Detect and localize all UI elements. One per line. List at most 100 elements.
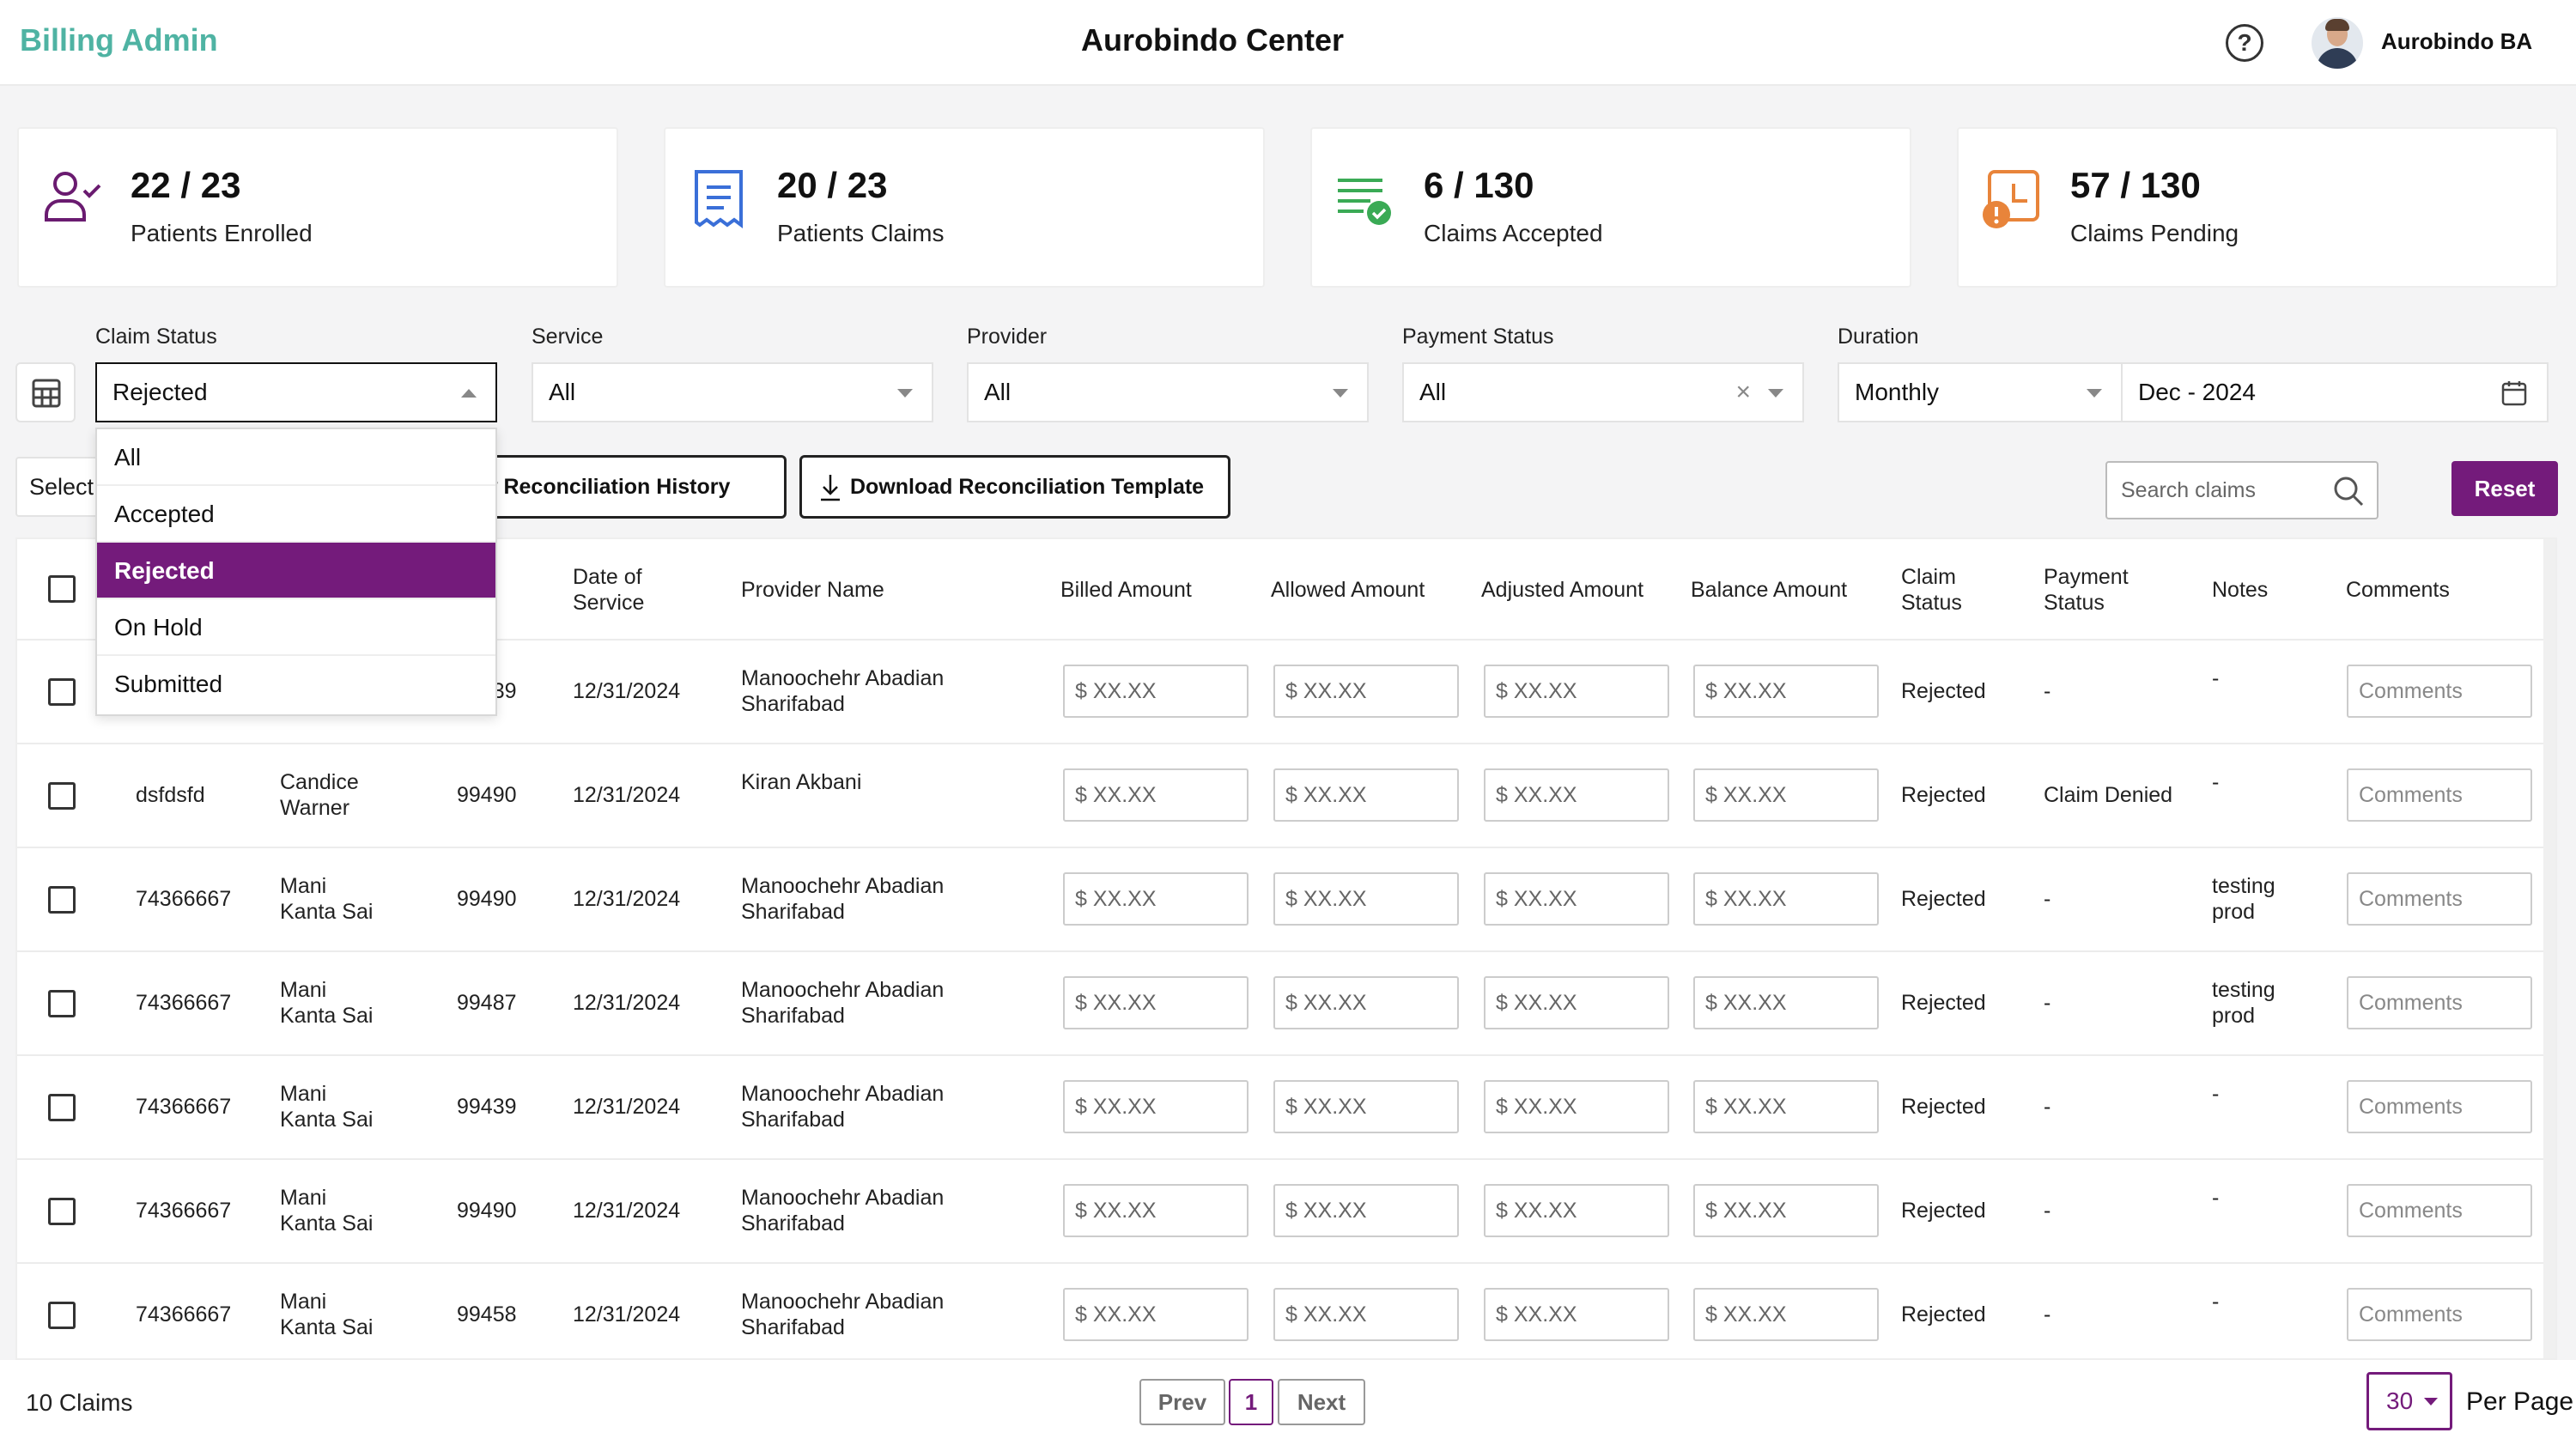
provider-select[interactable]: All (967, 362, 1369, 422)
billed-amount-input[interactable]: $ XX.XX (1063, 665, 1249, 718)
card-label: Patients Claims (777, 220, 945, 246)
cell-notes: testing prod (2212, 874, 2275, 924)
option-on-hold[interactable]: On Hold (97, 599, 495, 656)
comments-input[interactable]: Comments (2347, 1184, 2532, 1237)
billed-amount-input[interactable]: $ XX.XX (1063, 1184, 1249, 1237)
service-select[interactable]: All (532, 362, 933, 422)
balance-amount-input[interactable]: $ XX.XX (1693, 872, 1879, 926)
adjusted-amount-input[interactable]: $ XX.XX (1484, 872, 1669, 926)
adjusted-amount-input[interactable]: $ XX.XX (1484, 665, 1669, 718)
reset-button[interactable]: Reset (2451, 461, 2558, 516)
comments-input[interactable]: Comments (2347, 768, 2532, 822)
billed-amount-input[interactable]: $ XX.XX (1063, 1288, 1249, 1341)
billed-amount-input[interactable]: $ XX.XX (1063, 768, 1249, 822)
table-row: 74366667 Mani Kanta Sai 99439 12/31/2024 Man… (17, 1054, 2555, 1158)
adjusted-amount-input[interactable]: $ XX.XX (1484, 1184, 1669, 1237)
clear-icon[interactable]: × (1735, 378, 1751, 406)
comments-input[interactable]: Comments (2347, 976, 2532, 1029)
balance-amount-input[interactable]: $ XX.XX (1693, 1288, 1879, 1341)
cell-date-of-service: 12/31/2024 (573, 991, 681, 1015)
per-page-label: Per Page (2466, 1387, 2574, 1416)
avatar[interactable] (2312, 17, 2363, 69)
row-checkbox[interactable] (48, 1302, 76, 1329)
option-submitted[interactable]: Submitted (114, 671, 223, 697)
allowed-amount-input[interactable]: $ XX.XX (1273, 1288, 1459, 1341)
cell-cpt-code: 99439 (457, 1095, 517, 1119)
comments-input[interactable]: Comments (2347, 1080, 2532, 1133)
scrollbar[interactable] (2543, 539, 2555, 1358)
month-value: Dec - 2024 (2138, 379, 2256, 405)
allowed-amount-input[interactable]: $ XX.XX (1273, 1184, 1459, 1237)
claim-status-select[interactable]: Rejected (95, 362, 497, 422)
adjusted-amount-input[interactable]: $ XX.XX (1484, 768, 1669, 822)
balance-amount-input[interactable]: $ XX.XX (1693, 768, 1879, 822)
cell-date-of-service: 12/31/2024 (573, 679, 681, 703)
select-button[interactable]: Select (15, 457, 101, 517)
cell-provider-name: Kiran Akbani (741, 770, 862, 794)
cell-notes: testing prod (2212, 978, 2275, 1028)
row-checkbox[interactable] (48, 1198, 76, 1225)
select-all-checkbox[interactable] (48, 575, 76, 603)
allowed-amount-input[interactable]: $ XX.XX (1273, 976, 1459, 1029)
balance-amount-input[interactable]: $ XX.XX (1693, 1080, 1879, 1133)
option-all[interactable]: All (97, 429, 495, 486)
balance-amount-input[interactable]: $ XX.XX (1693, 1184, 1879, 1237)
chevron-down-icon (897, 389, 913, 398)
calendar-icon[interactable] (2500, 379, 2528, 407)
row-checkbox[interactable] (48, 1094, 76, 1121)
comments-input[interactable]: Comments (2347, 665, 2532, 718)
search-input[interactable]: Search claims (2105, 461, 2379, 519)
billed-amount-input[interactable]: $ XX.XX (1063, 976, 1249, 1029)
allowed-amount-input[interactable]: $ XX.XX (1273, 665, 1459, 718)
allowed-amount-input[interactable]: $ XX.XX (1273, 768, 1459, 822)
table-row: 74366667 Mani Kanta Sai 99487 12/31/2024 Man… (17, 950, 2555, 1054)
comments-input[interactable]: Comments (2347, 872, 2532, 926)
col-billed-amount: Billed Amount (1060, 578, 1192, 602)
prev-button[interactable]: Prev (1139, 1379, 1225, 1425)
duration-select[interactable]: Monthly (1838, 362, 2123, 422)
search-icon[interactable] (2332, 475, 2365, 507)
page-1-button[interactable]: 1 (1229, 1379, 1273, 1425)
download-template-label: Download Reconciliation Template (850, 475, 1205, 499)
billed-amount-input[interactable]: $ XX.XX (1063, 872, 1249, 926)
option-accepted[interactable]: Accepted (97, 486, 495, 543)
month-picker[interactable]: Dec - 2024 (2121, 362, 2549, 422)
adjusted-amount-input[interactable]: $ XX.XX (1484, 976, 1669, 1029)
payment-status-select[interactable]: All × (1402, 362, 1804, 422)
user-name[interactable]: Aurobindo BA (2381, 28, 2533, 54)
row-checkbox[interactable] (48, 990, 76, 1017)
row-checkbox[interactable] (48, 678, 76, 706)
allowed-amount-input[interactable]: $ XX.XX (1273, 1080, 1459, 1133)
billed-amount-input[interactable]: $ XX.XX (1063, 1080, 1249, 1133)
option-rejected[interactable]: Rejected (97, 543, 495, 599)
download-icon (821, 475, 840, 501)
allowed-amount-input[interactable]: $ XX.XX (1273, 872, 1459, 926)
chevron-down-icon (1333, 389, 1348, 398)
brand-logo[interactable]: Billing Admin (20, 22, 218, 58)
cell-notes: - (2212, 1082, 2220, 1106)
table-footer: 10 Claims Prev 1 Next 30 Per Page (0, 1360, 2576, 1445)
cell-cpt-code: 99458 (457, 1302, 517, 1327)
next-button[interactable]: Next (1278, 1379, 1365, 1425)
row-checkbox[interactable] (48, 886, 76, 914)
table-view-button[interactable] (15, 362, 76, 422)
cell-provider-name: Manoochehr Abadian Sharifabad (741, 978, 945, 1028)
cell-patient-name: Mani Kanta Sai (280, 1082, 374, 1132)
card-patients-claims: 20 / 23 Patients Claims (664, 127, 1265, 288)
table-row: 74366667 Mani Kanta Sai 99490 12/31/2024 Man… (17, 1158, 2555, 1262)
per-page-select[interactable]: 30 (2366, 1372, 2452, 1430)
adjusted-amount-input[interactable]: $ XX.XX (1484, 1288, 1669, 1341)
comments-input[interactable]: Comments (2347, 1288, 2532, 1341)
download-template-button[interactable]: Download Reconciliation Template (799, 455, 1230, 519)
row-checkbox[interactable] (48, 782, 76, 810)
card-value: 57 / 130 (2070, 165, 2201, 205)
cell-date-of-service: 12/31/2024 (573, 1095, 681, 1119)
col-adjusted-amount: Adjusted Amount (1481, 578, 1644, 602)
help-icon[interactable]: ? (2226, 24, 2263, 62)
cell-provider-name: Manoochehr Abadian Sharifabad (741, 1082, 945, 1132)
claim-status-label: Claim Status (95, 325, 217, 349)
balance-amount-input[interactable]: $ XX.XX (1693, 976, 1879, 1029)
adjusted-amount-input[interactable]: $ XX.XX (1484, 1080, 1669, 1133)
claim-status-value: Rejected (112, 379, 208, 405)
balance-amount-input[interactable]: $ XX.XX (1693, 665, 1879, 718)
